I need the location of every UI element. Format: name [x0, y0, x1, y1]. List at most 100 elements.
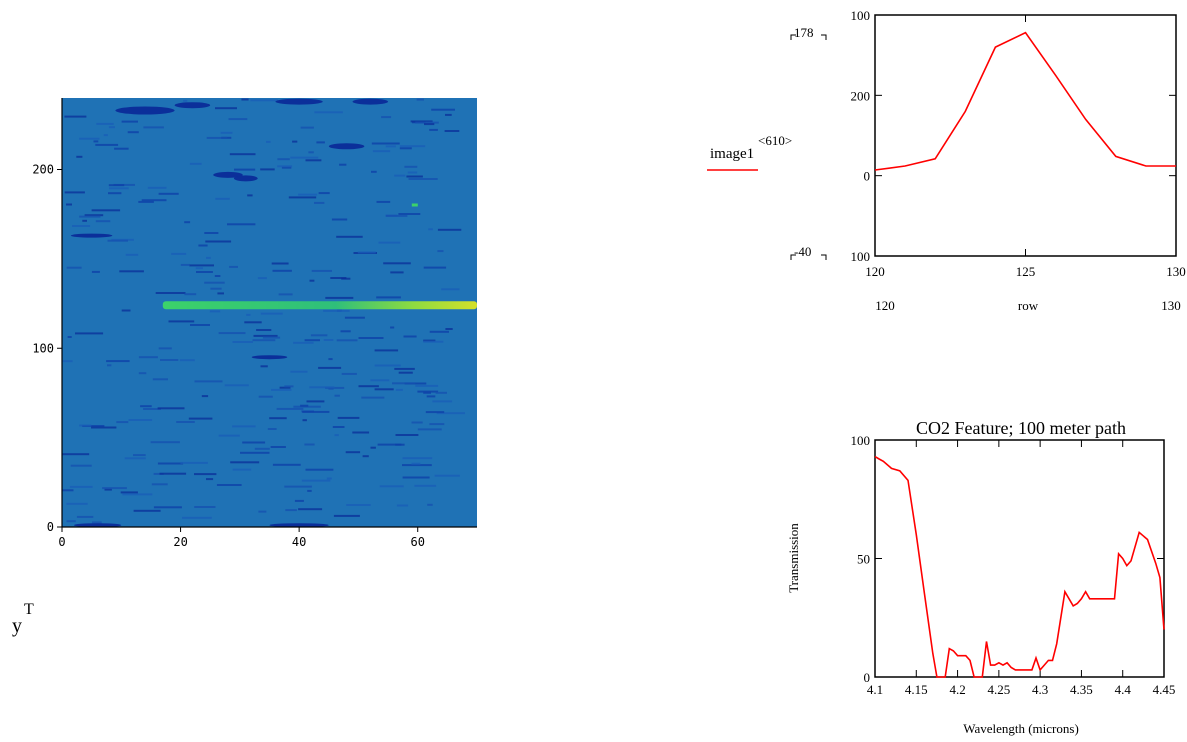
heatmap-speckle: [64, 191, 85, 194]
heatmap-speckle: [311, 269, 332, 272]
co2-y-axis-label: Transmission: [786, 523, 801, 593]
heatmap-speckle: [66, 203, 72, 206]
heatmap-speckle: [336, 339, 358, 342]
heatmap-speckle: [374, 388, 394, 391]
profile-y-tick-label: 0: [864, 169, 871, 184]
heatmap-dark-blob: [70, 233, 113, 238]
heatmap-speckle: [371, 142, 400, 145]
heatmap-speckle: [426, 395, 436, 398]
heatmap-speckle: [404, 382, 427, 385]
heatmap-speckle: [229, 153, 256, 156]
heatmap-speckle: [229, 265, 238, 268]
heatmap-speckle: [153, 506, 182, 509]
heatmap-speckle: [332, 426, 345, 428]
heatmap-speckle: [277, 165, 293, 168]
heatmap-speckle: [399, 147, 412, 150]
heatmap-speckle: [159, 472, 187, 475]
heatmap-speckle: [432, 400, 453, 403]
heatmap-speckle: [402, 457, 433, 460]
heatmap-speckle: [190, 324, 210, 326]
heatmap-speckle: [445, 113, 452, 116]
heatmap-speckle: [417, 428, 442, 431]
heatmap-speckle: [271, 388, 292, 391]
heatmap-speckle: [217, 292, 224, 295]
heatmap-speckle: [104, 488, 112, 491]
heatmap-speckle: [281, 166, 292, 169]
top-marker-brackets: [790, 34, 827, 40]
heatmap-panel: 0 20 40 60 0 100 200: [32, 98, 478, 549]
heatmap-speckle: [398, 371, 413, 374]
heatmap-speckle: [113, 183, 135, 186]
heatmap-speckle: [441, 288, 460, 291]
heatmap-speckle: [153, 472, 164, 475]
heatmap-speckle: [402, 464, 432, 467]
heatmap-speckle: [425, 411, 445, 414]
heatmap-speckle: [241, 98, 249, 101]
heatmap-speckle: [138, 356, 158, 359]
heatmap-speckle: [340, 330, 351, 333]
heatmap-caption: y: [12, 615, 22, 637]
heatmap-speckle: [431, 108, 455, 111]
heatmap-speckle: [66, 520, 76, 523]
heatmap-speckle: [158, 192, 179, 195]
bottom-marker-brackets: [790, 254, 827, 260]
heatmap-speckle: [127, 131, 139, 134]
heatmap-speckle: [194, 380, 223, 383]
co2-x-axis-label: Wavelength (microns): [963, 721, 1079, 736]
heatmap-dark-blob: [73, 523, 122, 528]
heatmap-speckle: [307, 489, 312, 492]
x-axis-label-row: row: [1018, 298, 1039, 313]
heatmap-speckle: [390, 326, 395, 329]
heatmap-speckle: [252, 339, 276, 342]
co2-chart-title: CO2 Feature; 100 meter path: [916, 418, 1126, 438]
heatmap-dark-blob: [275, 98, 323, 105]
heatmap-y-tick-label: 200: [32, 163, 54, 177]
heatmap-speckle: [301, 479, 331, 482]
heatmap-dark-blob: [233, 175, 258, 182]
heatmap-speckle: [423, 340, 444, 343]
heatmap-speckle: [361, 396, 385, 399]
heatmap-speckle: [138, 200, 154, 203]
heatmap-speckle: [278, 293, 293, 296]
heatmap-speckle: [215, 107, 237, 110]
heatmap-speckle: [323, 339, 334, 341]
heatmap-speckle: [92, 521, 102, 524]
heatmap-speckle: [345, 451, 361, 454]
heatmap-speckle: [206, 256, 211, 259]
heatmap-speckle: [290, 370, 308, 373]
heatmap-speckle: [218, 332, 246, 335]
heatmap-speckle: [414, 484, 437, 487]
profile-y-tick-label: 200: [851, 88, 871, 103]
heatmap-speckle: [376, 200, 391, 203]
heatmap-speckle: [383, 262, 411, 265]
heatmap-speckle: [294, 499, 304, 502]
heatmap-speckle: [444, 130, 460, 132]
heatmap-speckle: [403, 335, 417, 338]
heatmap-speckle: [218, 434, 240, 437]
heatmap-speckle: [358, 385, 379, 388]
heatmap-speckle: [106, 360, 130, 363]
heatmap-speckle: [150, 441, 180, 444]
profile-series-line: [874, 31, 1176, 171]
heatmap-speckle: [258, 395, 273, 398]
heatmap-speckle: [205, 240, 232, 243]
heatmap-speckle: [404, 165, 418, 168]
heatmap-speckle: [206, 136, 228, 139]
heatmap-speckle: [372, 150, 391, 153]
heatmap-speckle: [128, 419, 153, 421]
heatmap-speckle: [189, 264, 214, 267]
co2-x-tick-label: 4.4: [1115, 682, 1132, 697]
heatmap-speckle: [64, 115, 87, 118]
heatmap-speckle: [411, 462, 421, 465]
heatmap-speckle: [76, 155, 83, 158]
heatmap-speckle: [415, 384, 439, 387]
heatmap-speckle: [147, 186, 167, 189]
heatmap-speckle: [138, 372, 147, 375]
heatmap-speckle: [176, 421, 195, 423]
legend-label-image1: image1: [710, 146, 754, 162]
heatmap-speckle: [288, 196, 317, 199]
co2-x-tick-label: 4.45: [1153, 682, 1176, 697]
heatmap-speckle: [302, 410, 330, 413]
